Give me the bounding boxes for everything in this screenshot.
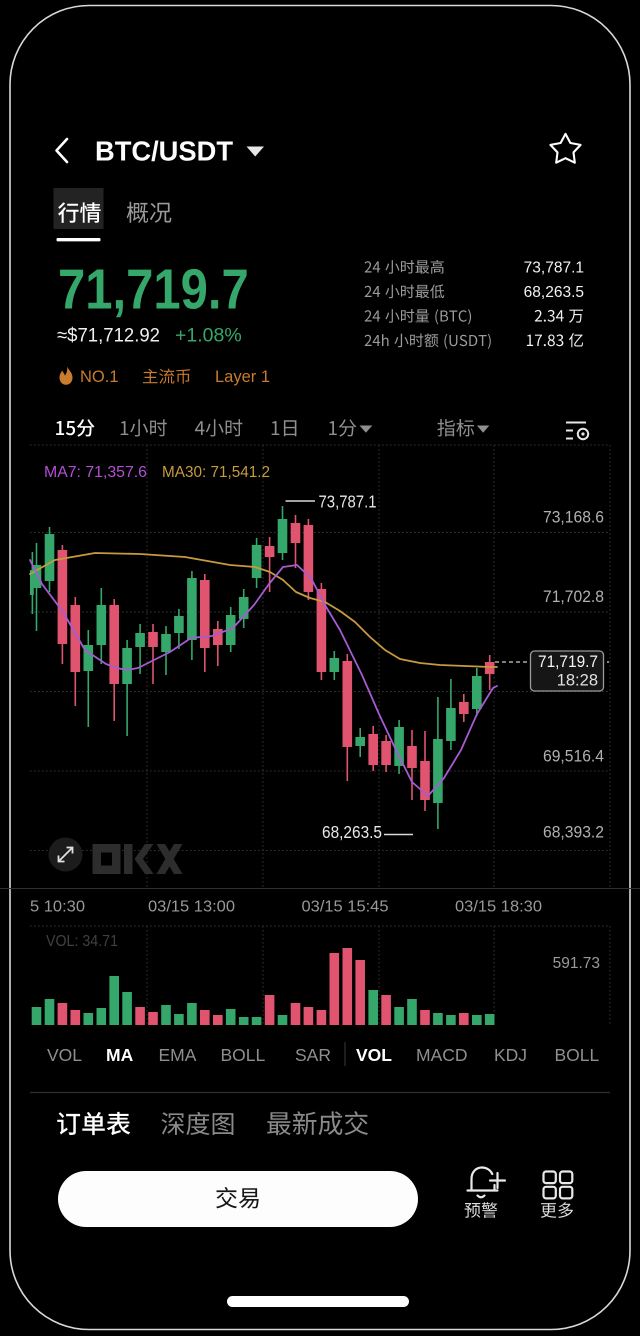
svg-text:KDJ: KDJ bbox=[494, 1045, 527, 1065]
svg-text:MA7: 71,357.6: MA7: 71,357.6 bbox=[44, 464, 147, 481]
svg-text:Layer 1: Layer 1 bbox=[215, 368, 270, 386]
svg-text:68,263.5: 68,263.5 bbox=[524, 284, 584, 301]
svg-text:VOL: VOL bbox=[47, 1045, 82, 1065]
svg-text:03/15 13:00: 03/15 13:00 bbox=[148, 899, 235, 916]
svg-text:BTC/USDT: BTC/USDT bbox=[95, 136, 233, 167]
svg-text:5 10:30: 5 10:30 bbox=[30, 899, 85, 916]
svg-text:591.73: 591.73 bbox=[553, 955, 600, 972]
svg-text:73,787.1: 73,787.1 bbox=[319, 492, 377, 512]
svg-text:03/15 18:30: 03/15 18:30 bbox=[455, 899, 542, 916]
svg-text:03/15 15:45: 03/15 15:45 bbox=[302, 899, 389, 916]
svg-text:71,702.8: 71,702.8 bbox=[543, 588, 604, 606]
svg-text:68,263.5: 68,263.5 bbox=[322, 822, 382, 842]
svg-text:≈$71,712.92: ≈$71,712.92 bbox=[57, 325, 160, 347]
svg-text:BOLL: BOLL bbox=[555, 1045, 600, 1065]
svg-text:SAR: SAR bbox=[295, 1045, 331, 1065]
svg-text:68,393.2: 68,393.2 bbox=[543, 824, 604, 842]
svg-text:NO.1: NO.1 bbox=[80, 368, 119, 386]
svg-text:MACD: MACD bbox=[416, 1045, 468, 1065]
svg-text:BOLL: BOLL bbox=[221, 1045, 266, 1065]
svg-text:+1.08%: +1.08% bbox=[175, 325, 242, 347]
svg-text:MA: MA bbox=[106, 1045, 134, 1065]
svg-text:71,719.7: 71,719.7 bbox=[538, 653, 598, 671]
svg-text:73,787.1: 73,787.1 bbox=[524, 260, 584, 277]
svg-text:MA30: 71,541.2: MA30: 71,541.2 bbox=[162, 464, 270, 481]
svg-text:71,719.7: 71,719.7 bbox=[58, 258, 249, 321]
svg-text:EMA: EMA bbox=[159, 1045, 197, 1065]
svg-text:73,168.6: 73,168.6 bbox=[543, 509, 604, 527]
svg-text:VOL: 34.71: VOL: 34.71 bbox=[46, 933, 118, 950]
svg-text:18:28: 18:28 bbox=[557, 672, 598, 690]
svg-text:VOL: VOL bbox=[356, 1045, 392, 1065]
svg-text:69,516.4: 69,516.4 bbox=[543, 748, 604, 766]
